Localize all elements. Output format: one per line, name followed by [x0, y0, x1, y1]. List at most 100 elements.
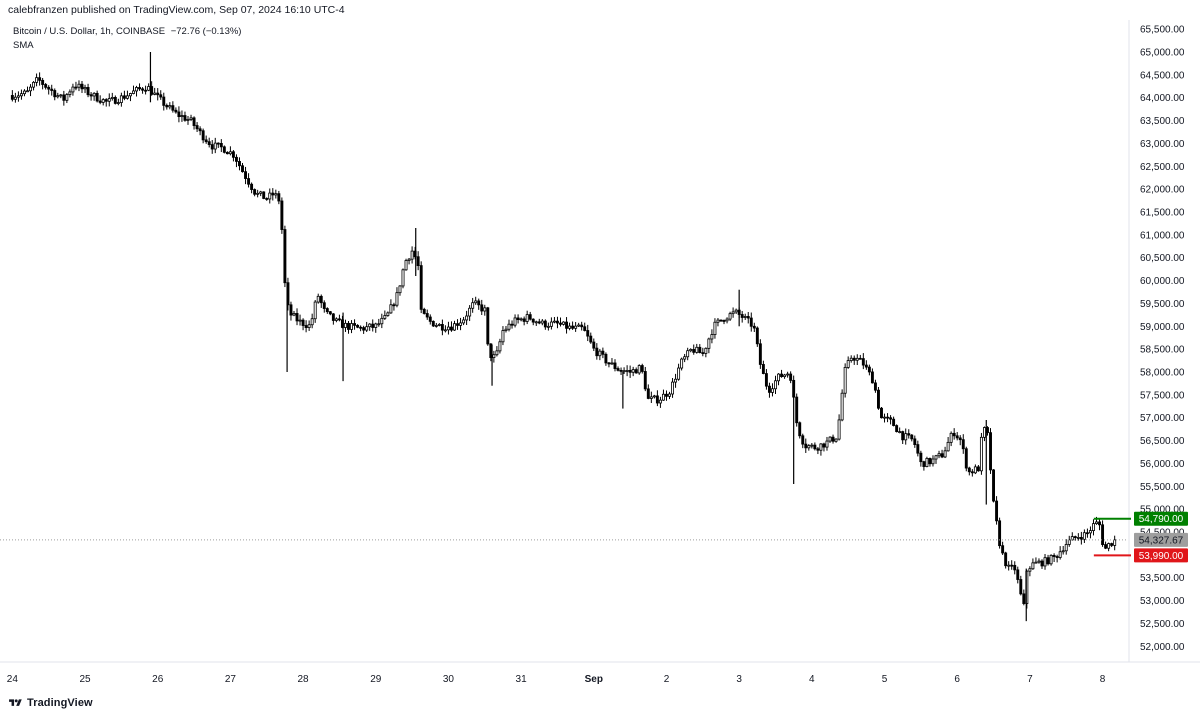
candle-body: [471, 302, 475, 309]
candle-body: [1073, 536, 1077, 538]
candle-body: [362, 327, 366, 331]
candle-body: [513, 317, 517, 326]
y-tick-label: 53,500.00: [1140, 573, 1185, 584]
candle-body: [707, 338, 711, 349]
candle-body: [998, 520, 1002, 547]
candle-body: [695, 346, 699, 353]
candle-body: [401, 269, 405, 287]
candle-body: [95, 92, 99, 102]
candle-body: [310, 318, 314, 326]
candle-body: [486, 307, 490, 345]
candle-body: [398, 285, 402, 294]
candle-body: [153, 92, 157, 95]
candle-body: [162, 96, 166, 106]
candle-body: [677, 367, 681, 380]
candle-body: [577, 324, 581, 327]
candle-body: [734, 309, 738, 313]
candle-body: [165, 104, 169, 108]
candle-body: [686, 350, 690, 358]
candle-body: [531, 318, 535, 323]
candle-body: [716, 319, 720, 323]
candle-body: [992, 469, 996, 502]
candle-body: [955, 435, 959, 439]
candle-body: [568, 325, 572, 329]
symbol-name[interactable]: Bitcoin / U.S. Dollar, 1h, COINBASE: [13, 26, 166, 37]
candle-body: [704, 347, 708, 354]
candle-body: [1043, 557, 1047, 567]
candle-body: [356, 324, 360, 328]
candle-body: [122, 95, 126, 99]
candle-body: [540, 320, 544, 324]
candle-body: [23, 90, 26, 95]
candle-body: [59, 94, 63, 97]
candle-body: [147, 86, 151, 91]
candle-body: [1046, 557, 1050, 565]
candle-body: [719, 319, 723, 322]
candle-body: [216, 142, 220, 145]
candle-body: [47, 86, 51, 90]
candle-body: [404, 260, 408, 271]
indicator-legend-sma[interactable]: SMA: [13, 40, 34, 51]
candle-body: [634, 369, 638, 374]
time-axis[interactable]: 24 25 26 27 28 29 30 31 Sep 2 3 4 5 6 7 8: [7, 674, 1106, 685]
candle-body: [976, 466, 980, 472]
candle-body: [156, 92, 160, 96]
candle-body: [65, 94, 69, 101]
candle-body: [56, 95, 60, 98]
candle-body: [746, 316, 750, 319]
candle-body: [828, 436, 832, 442]
candle-body: [431, 320, 435, 327]
candle-body: [83, 87, 87, 90]
candle-body: [1022, 593, 1026, 604]
tradingview-logo-icon: [9, 699, 22, 706]
y-tick-label: 53,000.00: [1140, 596, 1185, 607]
candle-body: [755, 327, 759, 345]
y-tick-label: 60,500.00: [1140, 253, 1185, 264]
x-tick-label: 29: [370, 674, 382, 685]
candle-body: [195, 125, 199, 130]
candle-body: [525, 314, 529, 322]
candle-body: [643, 371, 647, 390]
candle-body: [231, 151, 235, 158]
candle-body: [89, 94, 93, 97]
x-tick-label: 24: [7, 674, 19, 685]
candle-body: [350, 323, 353, 330]
candle-body: [877, 389, 880, 409]
y-tick-label: 56,000.00: [1140, 459, 1185, 470]
candle-body: [238, 161, 241, 167]
candle-body: [383, 315, 387, 319]
candle-body: [767, 385, 771, 393]
x-tick-label: 31: [516, 674, 528, 685]
candle-body: [622, 370, 626, 373]
candle-body: [250, 183, 254, 190]
candle-body: [1088, 530, 1092, 534]
candle-body: [586, 330, 590, 337]
candle-body: [337, 318, 341, 321]
candle-body: [386, 312, 390, 316]
y-tick-label: 55,000.00: [1140, 505, 1185, 516]
candle-body: [895, 425, 899, 433]
candle-body: [680, 358, 684, 369]
candle-body: [870, 371, 874, 384]
candle-body: [995, 500, 999, 522]
candle-body: [1019, 579, 1023, 595]
candle-body: [292, 313, 296, 316]
candle-body: [1007, 564, 1011, 567]
candle-body: [698, 346, 702, 354]
candle-body: [135, 87, 138, 92]
y-tick-label: 61,500.00: [1140, 208, 1185, 219]
candle-body: [71, 86, 75, 93]
candle-body: [298, 319, 302, 322]
candle-body: [132, 90, 135, 94]
candle-body: [595, 347, 599, 357]
footer-brand: TradingView: [27, 697, 93, 709]
candle-body: [1098, 521, 1101, 526]
candle-body: [347, 322, 350, 330]
candle-body: [462, 319, 466, 324]
x-tick-label: 4: [809, 674, 815, 685]
candle-body: [1079, 537, 1083, 540]
candle-body: [904, 433, 908, 441]
candle-body: [222, 146, 226, 153]
candle-body: [301, 319, 305, 326]
